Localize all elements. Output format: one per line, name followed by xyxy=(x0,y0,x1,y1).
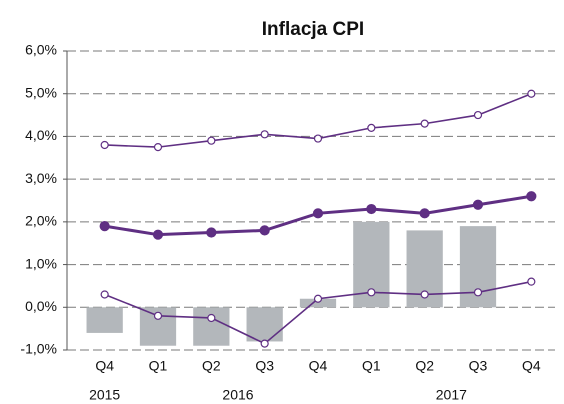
point xyxy=(420,119,429,128)
bar xyxy=(193,307,230,346)
y-tick-label: -1,0% xyxy=(20,341,57,357)
point xyxy=(527,89,536,98)
x-tick-label: Q1 xyxy=(149,358,168,374)
x-tick-label: Q2 xyxy=(202,358,221,374)
point xyxy=(367,288,376,297)
bar xyxy=(299,298,337,308)
point xyxy=(420,290,429,299)
x-tick-label: Q4 xyxy=(95,358,114,374)
y-tick-label: 3,0% xyxy=(25,170,57,186)
point xyxy=(313,134,323,143)
point xyxy=(100,290,109,299)
x-tick-label: Q1 xyxy=(362,358,381,374)
point xyxy=(207,136,216,145)
point xyxy=(207,313,216,323)
point xyxy=(99,221,110,232)
y-tick-label: 1,0% xyxy=(25,255,57,271)
x-tick-label: Q4 xyxy=(309,358,328,374)
y-tick-label: 4,0% xyxy=(25,127,57,143)
y-tick-label: 0,0% xyxy=(25,298,57,314)
point xyxy=(367,123,376,132)
x-group-label: 2017 xyxy=(436,387,467,403)
point xyxy=(259,225,270,236)
point xyxy=(473,288,483,297)
y-tick-label: 5,0% xyxy=(25,84,57,100)
point xyxy=(312,208,324,219)
point xyxy=(527,277,536,286)
point xyxy=(260,130,269,139)
x-tick-label: Q4 xyxy=(522,358,541,374)
chart-title: Inflacja CPI xyxy=(262,19,364,40)
point xyxy=(152,229,164,240)
y-tick-label: 2,0% xyxy=(25,213,57,229)
x-tick-label: Q3 xyxy=(255,358,274,374)
point xyxy=(153,143,163,152)
point xyxy=(419,208,430,219)
point xyxy=(206,227,217,238)
bar xyxy=(246,307,283,342)
point xyxy=(153,311,163,320)
x-group-label: 2015 xyxy=(89,387,120,403)
point xyxy=(313,294,323,303)
point xyxy=(472,199,484,210)
point xyxy=(526,191,537,202)
x-tick-label: Q3 xyxy=(469,358,488,374)
x-tick-label: Q2 xyxy=(415,358,434,374)
y-tick-label: 6,0% xyxy=(25,42,57,58)
point xyxy=(473,110,483,120)
point xyxy=(366,203,377,215)
x-group-label: 2016 xyxy=(222,387,253,403)
point xyxy=(100,140,109,150)
bar xyxy=(86,307,123,333)
point xyxy=(260,339,269,348)
